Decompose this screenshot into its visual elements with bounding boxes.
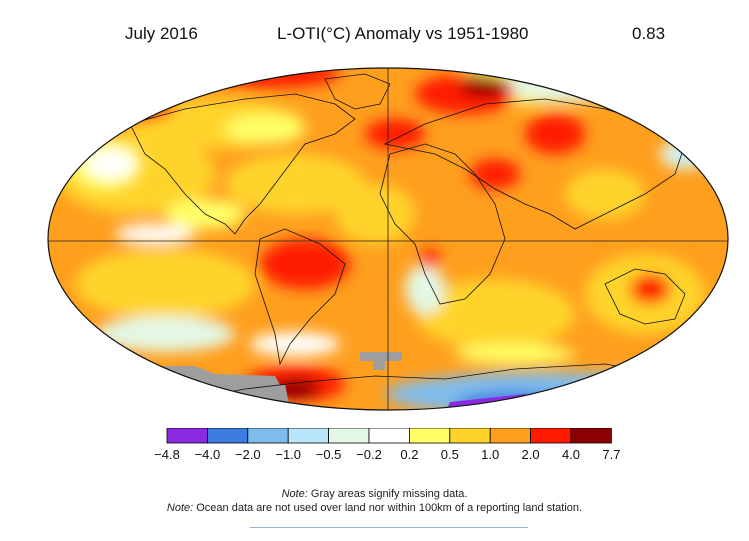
- ocean-data-note: Note: Ocean data are not used over land …: [0, 502, 749, 514]
- legend-swatch: [247, 428, 289, 444]
- note-label: Note:: [166, 502, 194, 514]
- color-legend: −4.8 −4.0 −2.0 −1.0 −0.5 −0.2 0.2 0.5 1.0 2.0 4.0 7…: [154, 428, 620, 462]
- legend-tick-label: −4.0: [195, 447, 221, 462]
- legend-tick-label: 0.5: [441, 447, 459, 462]
- legend-swatch: [530, 428, 572, 444]
- divider-rule: [250, 527, 528, 528]
- note1-text: Gray areas signify missing data.: [307, 488, 468, 500]
- legend-tick-label: 2.0: [522, 447, 540, 462]
- legend-swatch: [207, 428, 249, 444]
- global-mean-value: 0.83: [632, 24, 666, 43]
- legend-swatches: [166, 428, 612, 444]
- map-header: July 2016 L-OTI(°C) Anomaly vs 1951-1980…: [0, 24, 749, 48]
- legend-ticks: −4.8 −4.0 −2.0 −1.0 −0.5 −0.2 0.2 0.5 1.0 2.0 4.0 7…: [154, 447, 620, 462]
- legend-swatch: [368, 428, 410, 444]
- legend-tick-label: −1.0: [275, 447, 301, 462]
- legend-swatch: [287, 428, 329, 444]
- legend-swatch: [328, 428, 370, 444]
- legend-tick-label: 7.7: [602, 447, 620, 462]
- legend-tick-label: −0.2: [356, 447, 382, 462]
- note2-text: Ocean data are not used over land nor wi…: [193, 502, 583, 514]
- legend-swatch: [449, 428, 491, 444]
- world-anomaly-map: [47, 67, 729, 411]
- legend-tick-label: −0.5: [316, 447, 342, 462]
- legend-tick-label: 0.2: [400, 447, 418, 462]
- legend-swatch: [570, 428, 612, 444]
- map-title: L-OTI(°C) Anomaly vs 1951-1980: [277, 24, 529, 43]
- note-label: Note:: [281, 488, 308, 500]
- legend-swatch: [166, 428, 208, 444]
- legend-tick-label: −4.8: [154, 447, 180, 462]
- legend-tick-label: 4.0: [562, 447, 580, 462]
- legend-tick-label: −2.0: [235, 447, 261, 462]
- legend-swatch: [408, 428, 451, 444]
- legend-tick-label: 1.0: [481, 447, 499, 462]
- missing-data-note: Note: Gray areas signify missing data.: [0, 488, 749, 500]
- globe-outline: [47, 67, 729, 411]
- map-month: July 2016: [125, 24, 198, 43]
- legend-swatch: [489, 428, 532, 444]
